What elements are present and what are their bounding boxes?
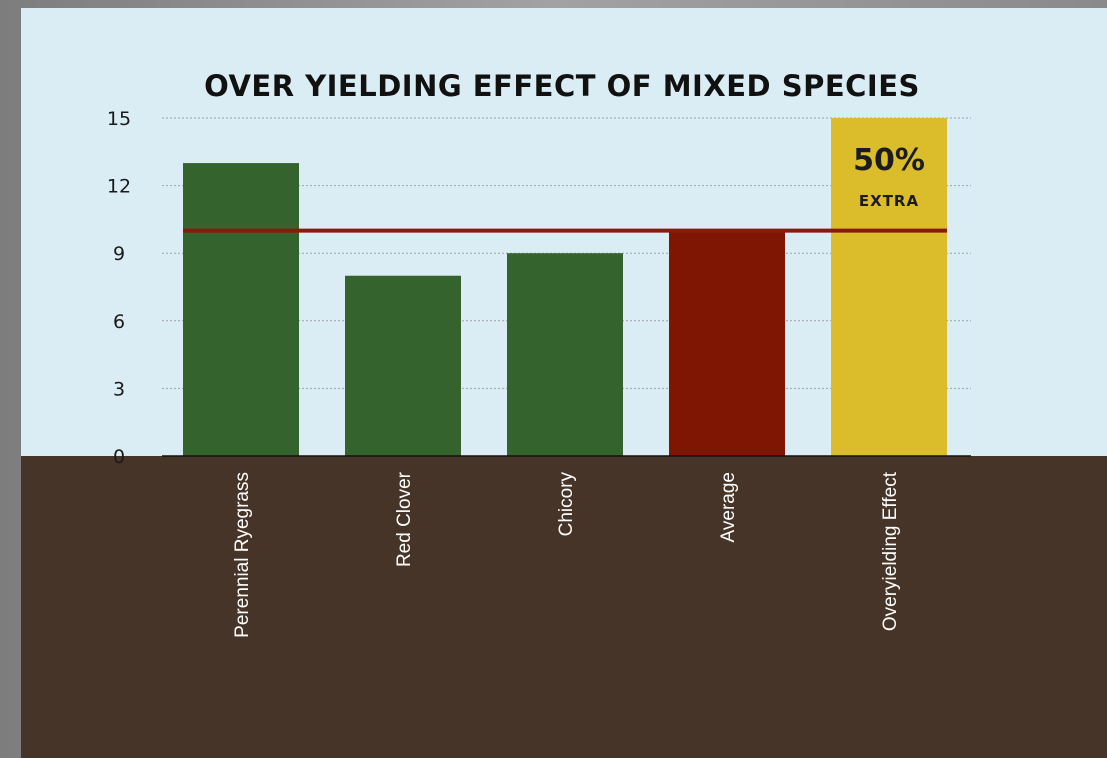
y-tick-label: 9: [113, 243, 125, 265]
bars: [183, 118, 947, 457]
category-label: Red Clover: [394, 471, 415, 567]
callout-percent: 50%: [853, 143, 925, 178]
bar-red-clover: [345, 275, 461, 456]
bar-overyielding-effect: [831, 118, 947, 456]
y-axis-ticks: 0 3 6 9 12 15: [107, 108, 131, 468]
category-label: Average: [718, 472, 739, 542]
y-tick-label: 6: [113, 311, 125, 333]
y-tick-label: 3: [113, 378, 125, 400]
chart-title: OVER YIELDING EFFECT OF MIXED SPECIES: [204, 69, 920, 103]
y-tick-label: 15: [107, 108, 131, 130]
category-label: Perennial Ryegrass: [232, 472, 253, 638]
y-tick-label: 0: [113, 446, 125, 468]
category-label: Chicory: [556, 472, 577, 537]
slide: OVER YIELDING EFFECT OF MIXED SPECIES 0 3…: [21, 8, 1107, 758]
bar-perennial-ryegrass: [183, 163, 299, 457]
chart: OVER YIELDING EFFECT OF MIXED SPECIES 0 3…: [21, 8, 1107, 758]
y-tick-label: 12: [107, 176, 131, 198]
overyielding-callout: 50% EXTRA: [853, 143, 925, 210]
soil-background: [21, 456, 1107, 758]
callout-extra-label: EXTRA: [859, 192, 919, 210]
bar-chicory: [507, 253, 623, 456]
bar-average: [669, 230, 785, 456]
category-label: Overyielding Effect: [880, 471, 901, 631]
category-labels: Perennial Ryegrass Red Clover Chicory Avera…: [232, 471, 901, 638]
